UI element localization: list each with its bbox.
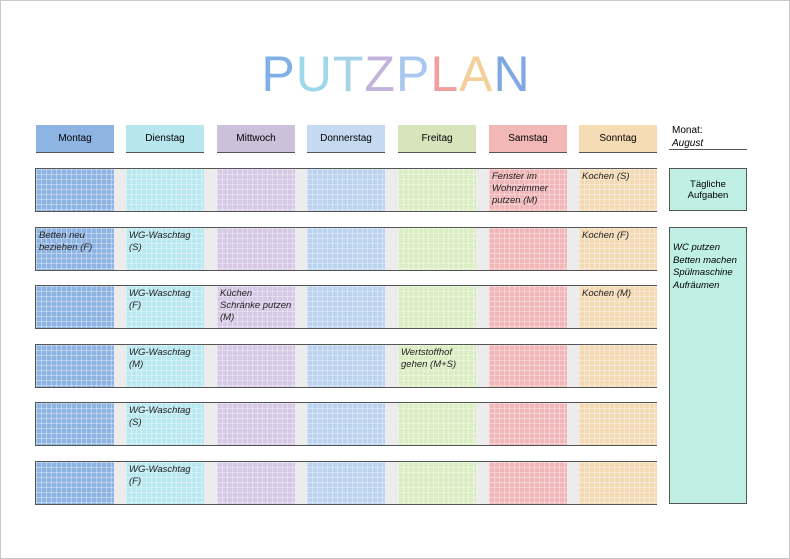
daily-task: Aufräumen <box>673 279 720 291</box>
cell: WG-Waschtag (S) <box>126 403 204 445</box>
day-header: Donnerstag <box>307 125 385 153</box>
cell <box>217 345 295 387</box>
cell <box>489 228 567 270</box>
cell: WG-Waschtag (M) <box>126 345 204 387</box>
day-header: Dienstag <box>126 125 204 153</box>
day-header: Montag <box>36 125 114 153</box>
cell <box>307 286 385 328</box>
cell: WG-Waschtag (S) <box>126 228 204 270</box>
cell <box>489 345 567 387</box>
month-label: Monat: <box>672 125 703 136</box>
day-header: Samstag <box>489 125 567 153</box>
day-header: Freitag <box>398 125 476 153</box>
cell: WG-Waschtag (F) <box>126 286 204 328</box>
cell <box>579 345 657 387</box>
cell <box>489 403 567 445</box>
cell <box>307 345 385 387</box>
cell: Wertstoffhof gehen (M+S) <box>398 345 476 387</box>
row: WG-Waschtag (M) Wertstoffhof gehen (M+S) <box>35 344 657 388</box>
cell: Kochen (M) <box>579 286 657 328</box>
cell <box>36 169 114 211</box>
row: WG-Waschtag (S) <box>35 402 657 446</box>
cell <box>217 228 295 270</box>
cell: Kochen (S) <box>579 169 657 211</box>
cell <box>36 286 114 328</box>
cell: Kochen (F) <box>579 228 657 270</box>
title: PUTZPLAN <box>261 46 531 102</box>
cell <box>398 228 476 270</box>
row: WG-Waschtag (F) <box>35 461 657 505</box>
cell: WG-Waschtag (F) <box>126 462 204 504</box>
day-header: Mittwoch <box>217 125 295 153</box>
cell: Betten neu beziehen (F) <box>36 228 114 270</box>
cell <box>579 462 657 504</box>
daily-task: Betten machen <box>673 254 737 266</box>
row: WG-Waschtag (F) Küchen Schränke putzen (M… <box>35 285 657 329</box>
cell: Küchen Schränke putzen (M) <box>217 286 295 328</box>
cell <box>398 462 476 504</box>
cell <box>36 345 114 387</box>
cell: Fenster im Wohnzimmer putzen (M) <box>489 169 567 211</box>
cell <box>398 403 476 445</box>
cell <box>398 169 476 211</box>
cell <box>36 403 114 445</box>
row: Fenster im Wohnzimmer putzen (M) Kochen (… <box>35 168 657 212</box>
cell <box>217 403 295 445</box>
daily-tasks: WC putzen Betten machen Spülmaschine Aufräu… <box>669 227 747 504</box>
cell <box>307 228 385 270</box>
cell <box>579 403 657 445</box>
cell <box>398 286 476 328</box>
cell <box>489 462 567 504</box>
cell <box>36 462 114 504</box>
cell <box>126 169 204 211</box>
cell <box>489 286 567 328</box>
daily-task: Spülmaschine <box>673 267 733 278</box>
cell <box>217 169 295 211</box>
daily-task: WC putzen <box>673 242 720 253</box>
cell <box>217 462 295 504</box>
cell <box>307 403 385 445</box>
cell <box>307 462 385 504</box>
cell <box>307 169 385 211</box>
row: Betten neu beziehen (F) WG-Waschtag (S) Ko… <box>35 227 657 271</box>
daily-title: Tägliche Aufgaben <box>669 168 747 211</box>
month: August <box>669 138 747 150</box>
day-header: Sonntag <box>579 125 657 153</box>
